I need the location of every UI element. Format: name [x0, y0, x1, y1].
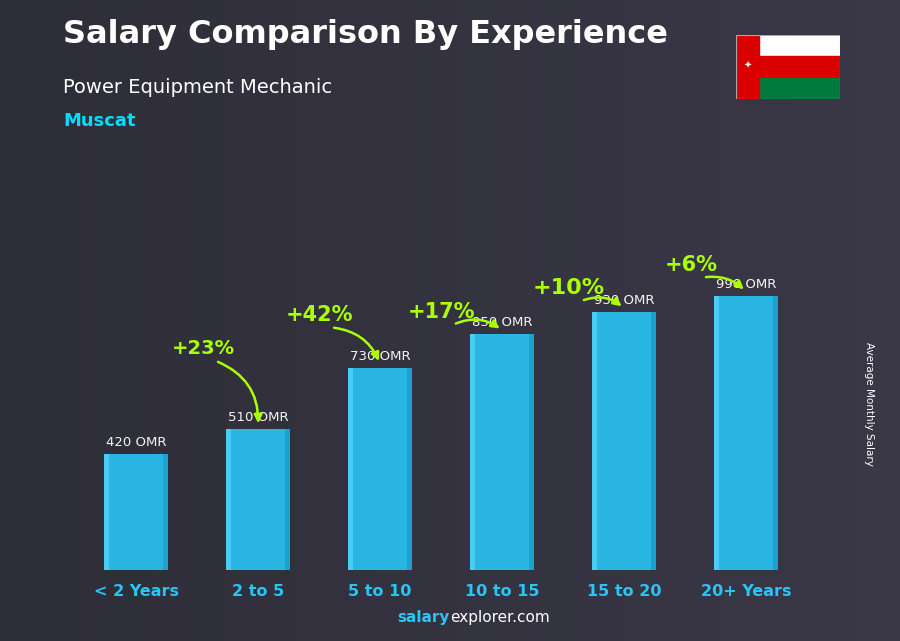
Text: +23%: +23%: [172, 339, 235, 358]
Bar: [773, 296, 778, 570]
Bar: [104, 454, 109, 570]
Text: ✦: ✦: [743, 61, 752, 71]
Bar: [529, 335, 534, 570]
Bar: [736, 78, 840, 99]
Bar: [348, 368, 411, 570]
Bar: [592, 312, 597, 570]
Text: explorer.com: explorer.com: [450, 610, 550, 625]
Bar: [471, 335, 534, 570]
Bar: [471, 335, 475, 570]
Text: +42%: +42%: [285, 304, 353, 324]
Bar: [285, 429, 290, 570]
Bar: [227, 429, 290, 570]
Bar: [714, 296, 778, 570]
Bar: [348, 368, 353, 570]
Text: 510 OMR: 510 OMR: [228, 411, 288, 424]
Bar: [104, 454, 168, 570]
Text: +17%: +17%: [407, 302, 475, 322]
Bar: [736, 35, 759, 99]
Bar: [651, 312, 655, 570]
Bar: [736, 56, 840, 78]
Bar: [163, 454, 168, 570]
Text: Power Equipment Mechanic: Power Equipment Mechanic: [63, 78, 332, 97]
Text: 420 OMR: 420 OMR: [106, 436, 166, 449]
Bar: [592, 312, 655, 570]
Text: 990 OMR: 990 OMR: [716, 278, 776, 290]
Text: 930 OMR: 930 OMR: [594, 294, 654, 307]
Text: +10%: +10%: [533, 278, 605, 298]
Text: 730 OMR: 730 OMR: [350, 350, 410, 363]
Text: Salary Comparison By Experience: Salary Comparison By Experience: [63, 19, 668, 50]
Bar: [714, 296, 719, 570]
Text: Average Monthly Salary: Average Monthly Salary: [863, 342, 874, 466]
Text: +6%: +6%: [664, 254, 717, 274]
Bar: [736, 35, 840, 56]
Text: 850 OMR: 850 OMR: [472, 317, 532, 329]
Text: salary: salary: [398, 610, 450, 625]
Text: Muscat: Muscat: [63, 112, 136, 130]
Bar: [227, 429, 231, 570]
Bar: [407, 368, 411, 570]
